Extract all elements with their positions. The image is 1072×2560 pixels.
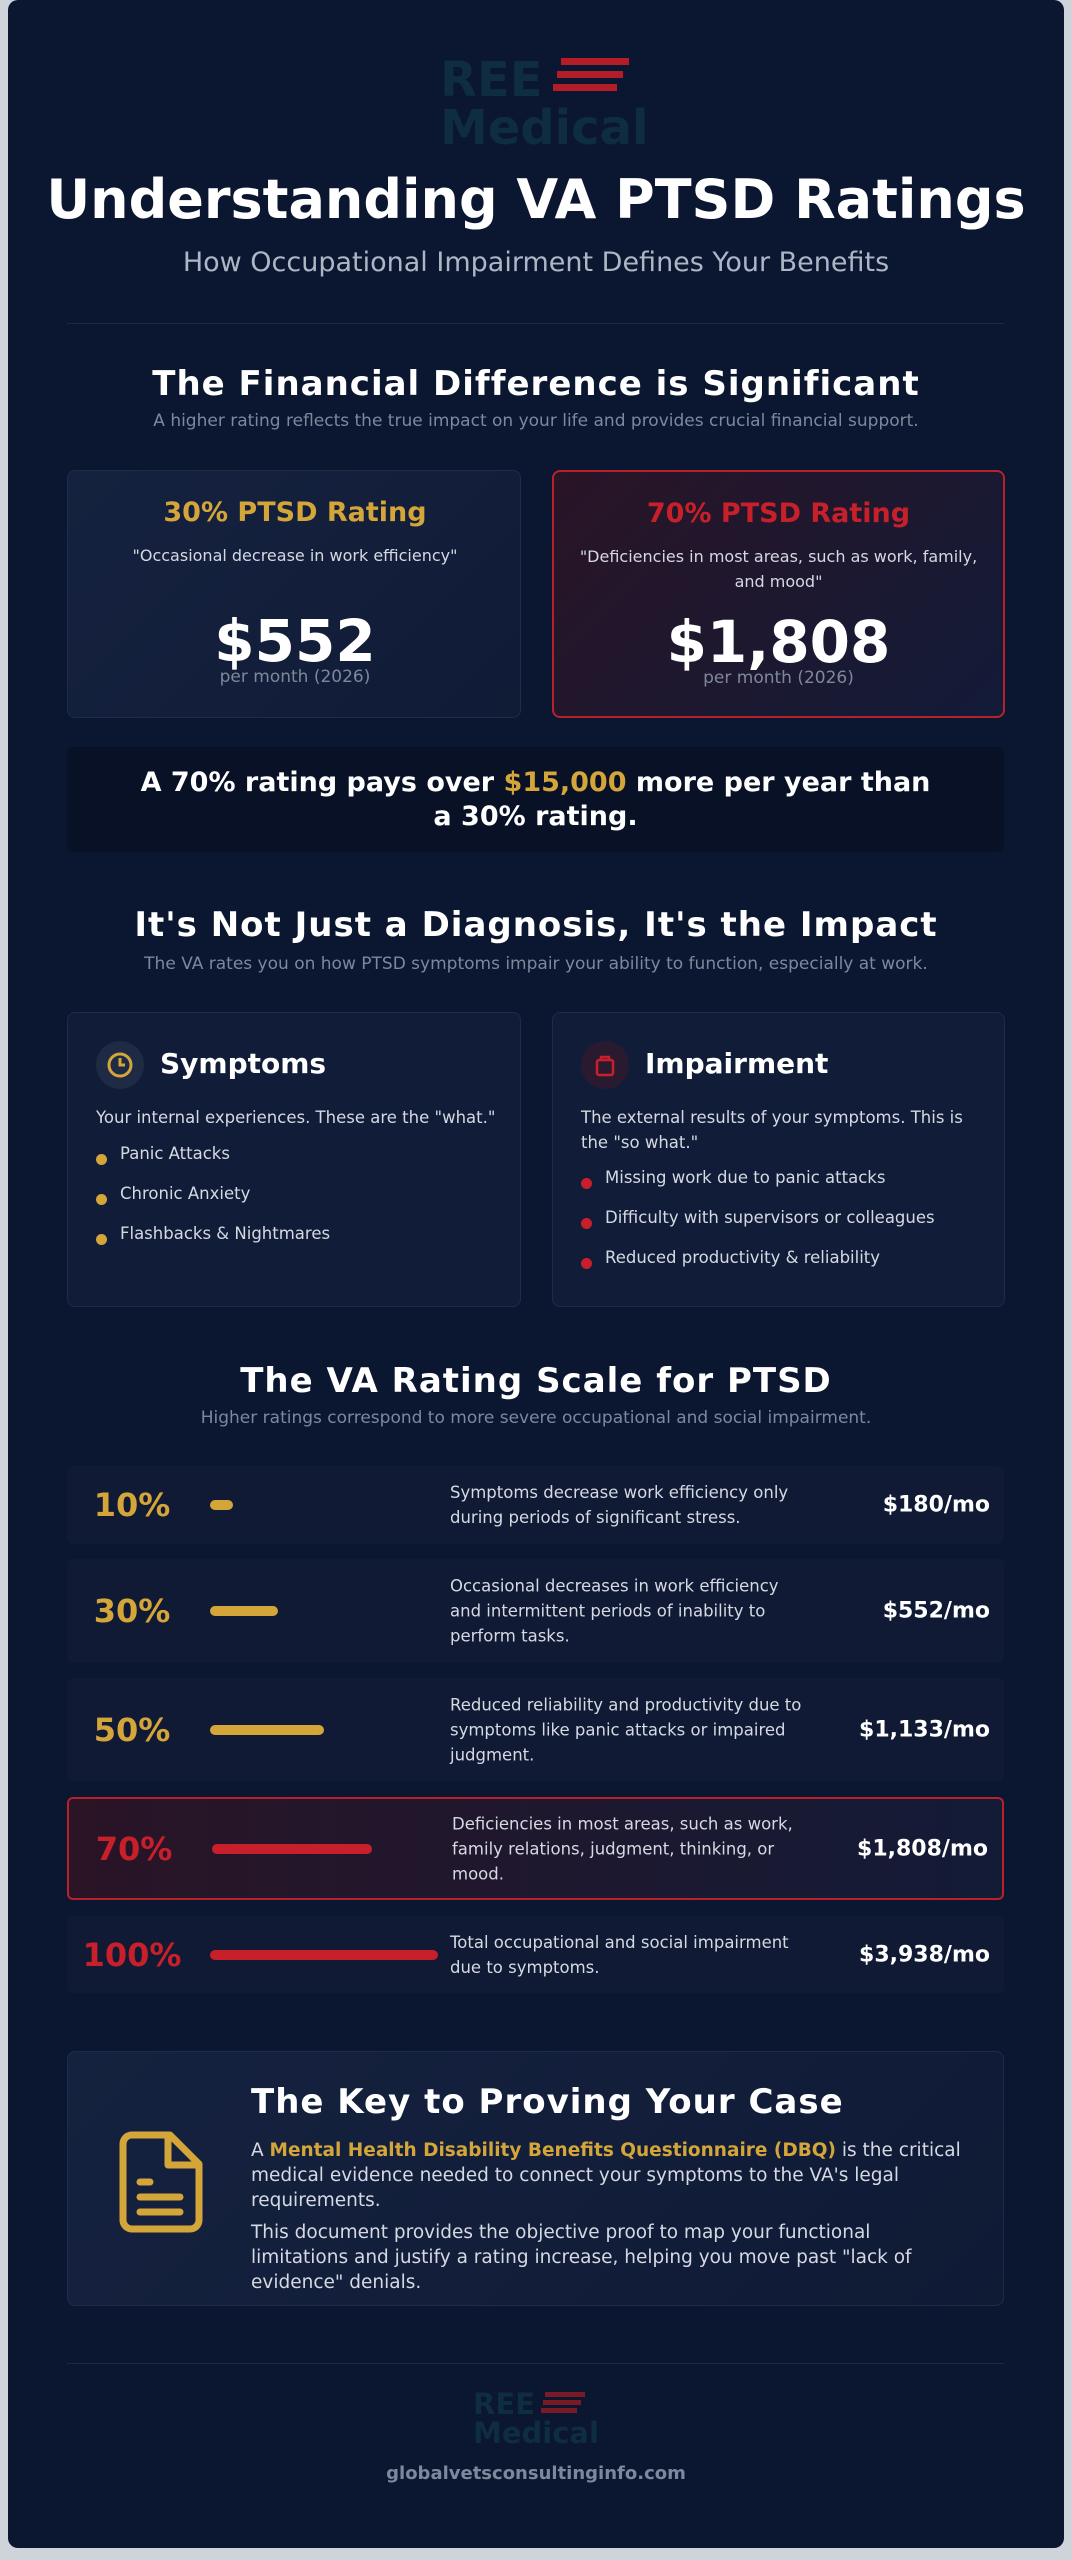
rating-bar — [210, 1606, 279, 1616]
rating-payment: $1,133/mo — [859, 1717, 990, 1742]
rating-description: Occasional decreases in work efficiency … — [450, 1576, 779, 1646]
rating-bar — [212, 1843, 372, 1854]
logo-bottom: Medical — [473, 2416, 599, 2450]
rating-bar — [210, 1500, 233, 1510]
impact-list: Panic Attacks Chronic Anxiety Flashbacks &… — [96, 1141, 496, 1261]
rating-description: Deficiencies in most areas, such as work… — [452, 1814, 793, 1883]
divider — [67, 2363, 1004, 2364]
list-item: Difficulty with supervisors or colleague… — [581, 1205, 981, 1245]
key-paragraph: This document provides the objective pro… — [251, 2222, 912, 2293]
rating-bar — [210, 1724, 324, 1735]
card-title: 30% PTSD Rating — [163, 497, 427, 528]
rating-percent: 100% — [82, 1935, 182, 1974]
logo-flag — [541, 2392, 586, 2413]
card-amount: $1,808 — [666, 608, 891, 676]
section-heading: The Financial Difference is Significant — [152, 364, 920, 404]
impact-title: Symptoms — [160, 1047, 327, 1080]
rating-bar — [210, 1949, 438, 1960]
logo-flag — [553, 58, 630, 91]
section-heading: The VA Rating Scale for PTSD — [240, 1361, 832, 1401]
list-item: Chronic Anxiety — [96, 1181, 496, 1221]
impact-description: Your internal experiences. These are the… — [96, 1108, 496, 1127]
logo-top: REE — [440, 52, 543, 108]
card-period: per month (2026) — [219, 667, 371, 687]
rating-description: Symptoms decrease work efficiency only d… — [450, 1483, 789, 1527]
rating-card: 70% PTSD Rating "Deficiencies in most ar… — [552, 470, 1005, 718]
rating-percent: 30% — [93, 1592, 171, 1630]
banner-text: A 70% rating pays over — [140, 767, 504, 798]
footer-url: globalvetsconsultinginfo.com — [386, 2463, 686, 2484]
card-period: per month (2026) — [703, 668, 854, 688]
key-heading: The Key to Proving Your Case — [251, 2082, 844, 2122]
key-paragraph: A Mental Health Disability Benefits Ques… — [251, 2138, 961, 2213]
rating-percent: 10% — [93, 1486, 171, 1524]
rating-description: Reduced reliability and productivity due… — [450, 1695, 802, 1764]
text: is the critical medical evidence needed … — [251, 2140, 961, 2211]
title: Understanding VA PTSD Ratings — [46, 168, 1026, 231]
rating-row: 70% Deficiencies in most areas, such as w… — [67, 1797, 1004, 1900]
rating-payment: $180/mo — [882, 1492, 990, 1518]
section-subheading: A higher rating reflects the true impact… — [153, 411, 919, 431]
logo-top: REE — [473, 2387, 535, 2421]
rating-row: 10% Symptoms decrease work efficiency onl… — [67, 1466, 1004, 1544]
card-quote: "Deficiencies in most areas, such as wor… — [579, 547, 978, 591]
page: REE Medical Understanding VA PTSD Rating… — [8, 0, 1064, 2548]
impact-list: Missing work due to panic attacks Difficu… — [581, 1165, 981, 1285]
impact-card: Symptoms Your internal experiences. Thes… — [67, 1012, 521, 1307]
document-icon — [119, 2131, 203, 2233]
impact-description: The external results of your symptoms. T… — [581, 1108, 963, 1152]
list-item: Reduced productivity & reliability — [581, 1245, 981, 1285]
impact-title: Impairment — [645, 1047, 829, 1080]
section-subheading: The VA rates you on how PTSD symptoms im… — [144, 954, 928, 974]
rating-row: 50% Reduced reliability and productivity … — [67, 1678, 1004, 1781]
rating-percent: 50% — [93, 1710, 171, 1749]
footer-logo: REE Medical — [473, 2390, 599, 2448]
text: A — [251, 2140, 270, 2161]
rating-payment: $1,808/mo — [857, 1836, 988, 1861]
subtitle: How Occupational Impairment Defines Your… — [182, 247, 890, 278]
key-card: The Key to Proving Your Case A Mental He… — [67, 2051, 1004, 2306]
logo: REE Medical — [440, 56, 648, 152]
banner: A 70% rating pays over $15,000 more per … — [67, 747, 1004, 852]
list-item: Panic Attacks — [96, 1141, 496, 1181]
rating-payment: $3,938/mo — [859, 1942, 990, 1967]
section-heading: It's Not Just a Diagnosis, It's the Impa… — [134, 905, 938, 945]
rating-percent: 70% — [95, 1829, 173, 1868]
card-title: 70% PTSD Rating — [646, 498, 911, 529]
clock-icon — [96, 1041, 144, 1089]
banner-text: more per year than a 30% rating. — [433, 767, 931, 832]
impact-card: Impairment The external results of your … — [552, 1012, 1005, 1307]
section-subheading: Higher ratings correspond to more severe… — [200, 1408, 872, 1428]
divider — [67, 323, 1004, 324]
rating-description: Total occupational and social impairment… — [450, 1932, 789, 1977]
rating-payment: $552/mo — [882, 1598, 990, 1624]
rating-row: 30% Occasional decreases in work efficien… — [67, 1559, 1004, 1663]
rating-row: 100% Total occupational and social impair… — [67, 1916, 1004, 1993]
dbq-highlight: Mental Health Disability Benefits Questi… — [269, 2140, 836, 2161]
bag-icon — [581, 1041, 629, 1089]
logo-bottom: Medical — [440, 100, 649, 156]
list-item: Missing work due to panic attacks — [581, 1165, 981, 1205]
list-item: Flashbacks & Nightmares — [96, 1221, 496, 1261]
card-quote: "Occasional decrease in work efficiency" — [132, 546, 458, 565]
rating-card: 30% PTSD Rating "Occasional decrease in … — [67, 470, 521, 718]
card-amount: $552 — [214, 607, 376, 675]
banner-highlight: $15,000 — [503, 767, 627, 798]
